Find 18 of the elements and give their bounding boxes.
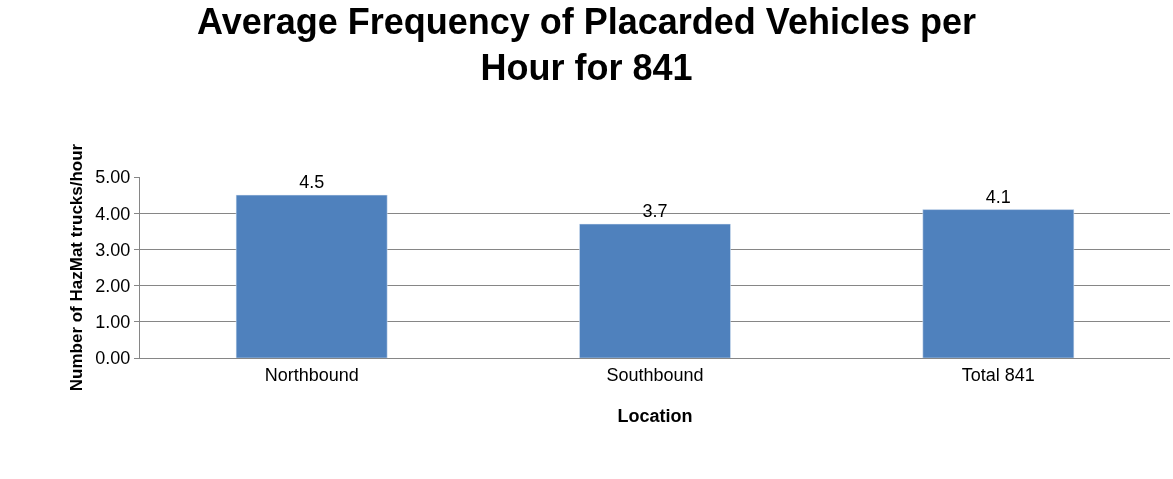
x-tick-label: Northbound <box>264 364 359 385</box>
bar <box>579 223 731 358</box>
x-tick-label: Total 841 <box>961 364 1035 385</box>
bar <box>235 194 388 358</box>
x-axis-title: Location <box>617 405 693 426</box>
y-tick-label: 3.00 <box>95 239 131 260</box>
data-label: 4.5 <box>299 172 325 193</box>
data-label: 3.7 <box>642 201 668 222</box>
chart-title: Average Frequency of Placarded Vehicles per Hour for 841 <box>196 0 977 89</box>
bar <box>922 209 1075 358</box>
y-tick-label: 1.00 <box>95 312 131 333</box>
x-tick-label: Southbound <box>606 364 704 385</box>
y-tick-label: 2.00 <box>95 275 131 296</box>
data-label: 4.1 <box>985 186 1011 207</box>
y-tick-label: 5.00 <box>95 167 131 188</box>
y-tick-label: 0.00 <box>95 348 131 369</box>
y-axis-title: Number of HazMat trucks/hour <box>66 143 86 392</box>
y-tick-label: 4.00 <box>95 203 131 224</box>
